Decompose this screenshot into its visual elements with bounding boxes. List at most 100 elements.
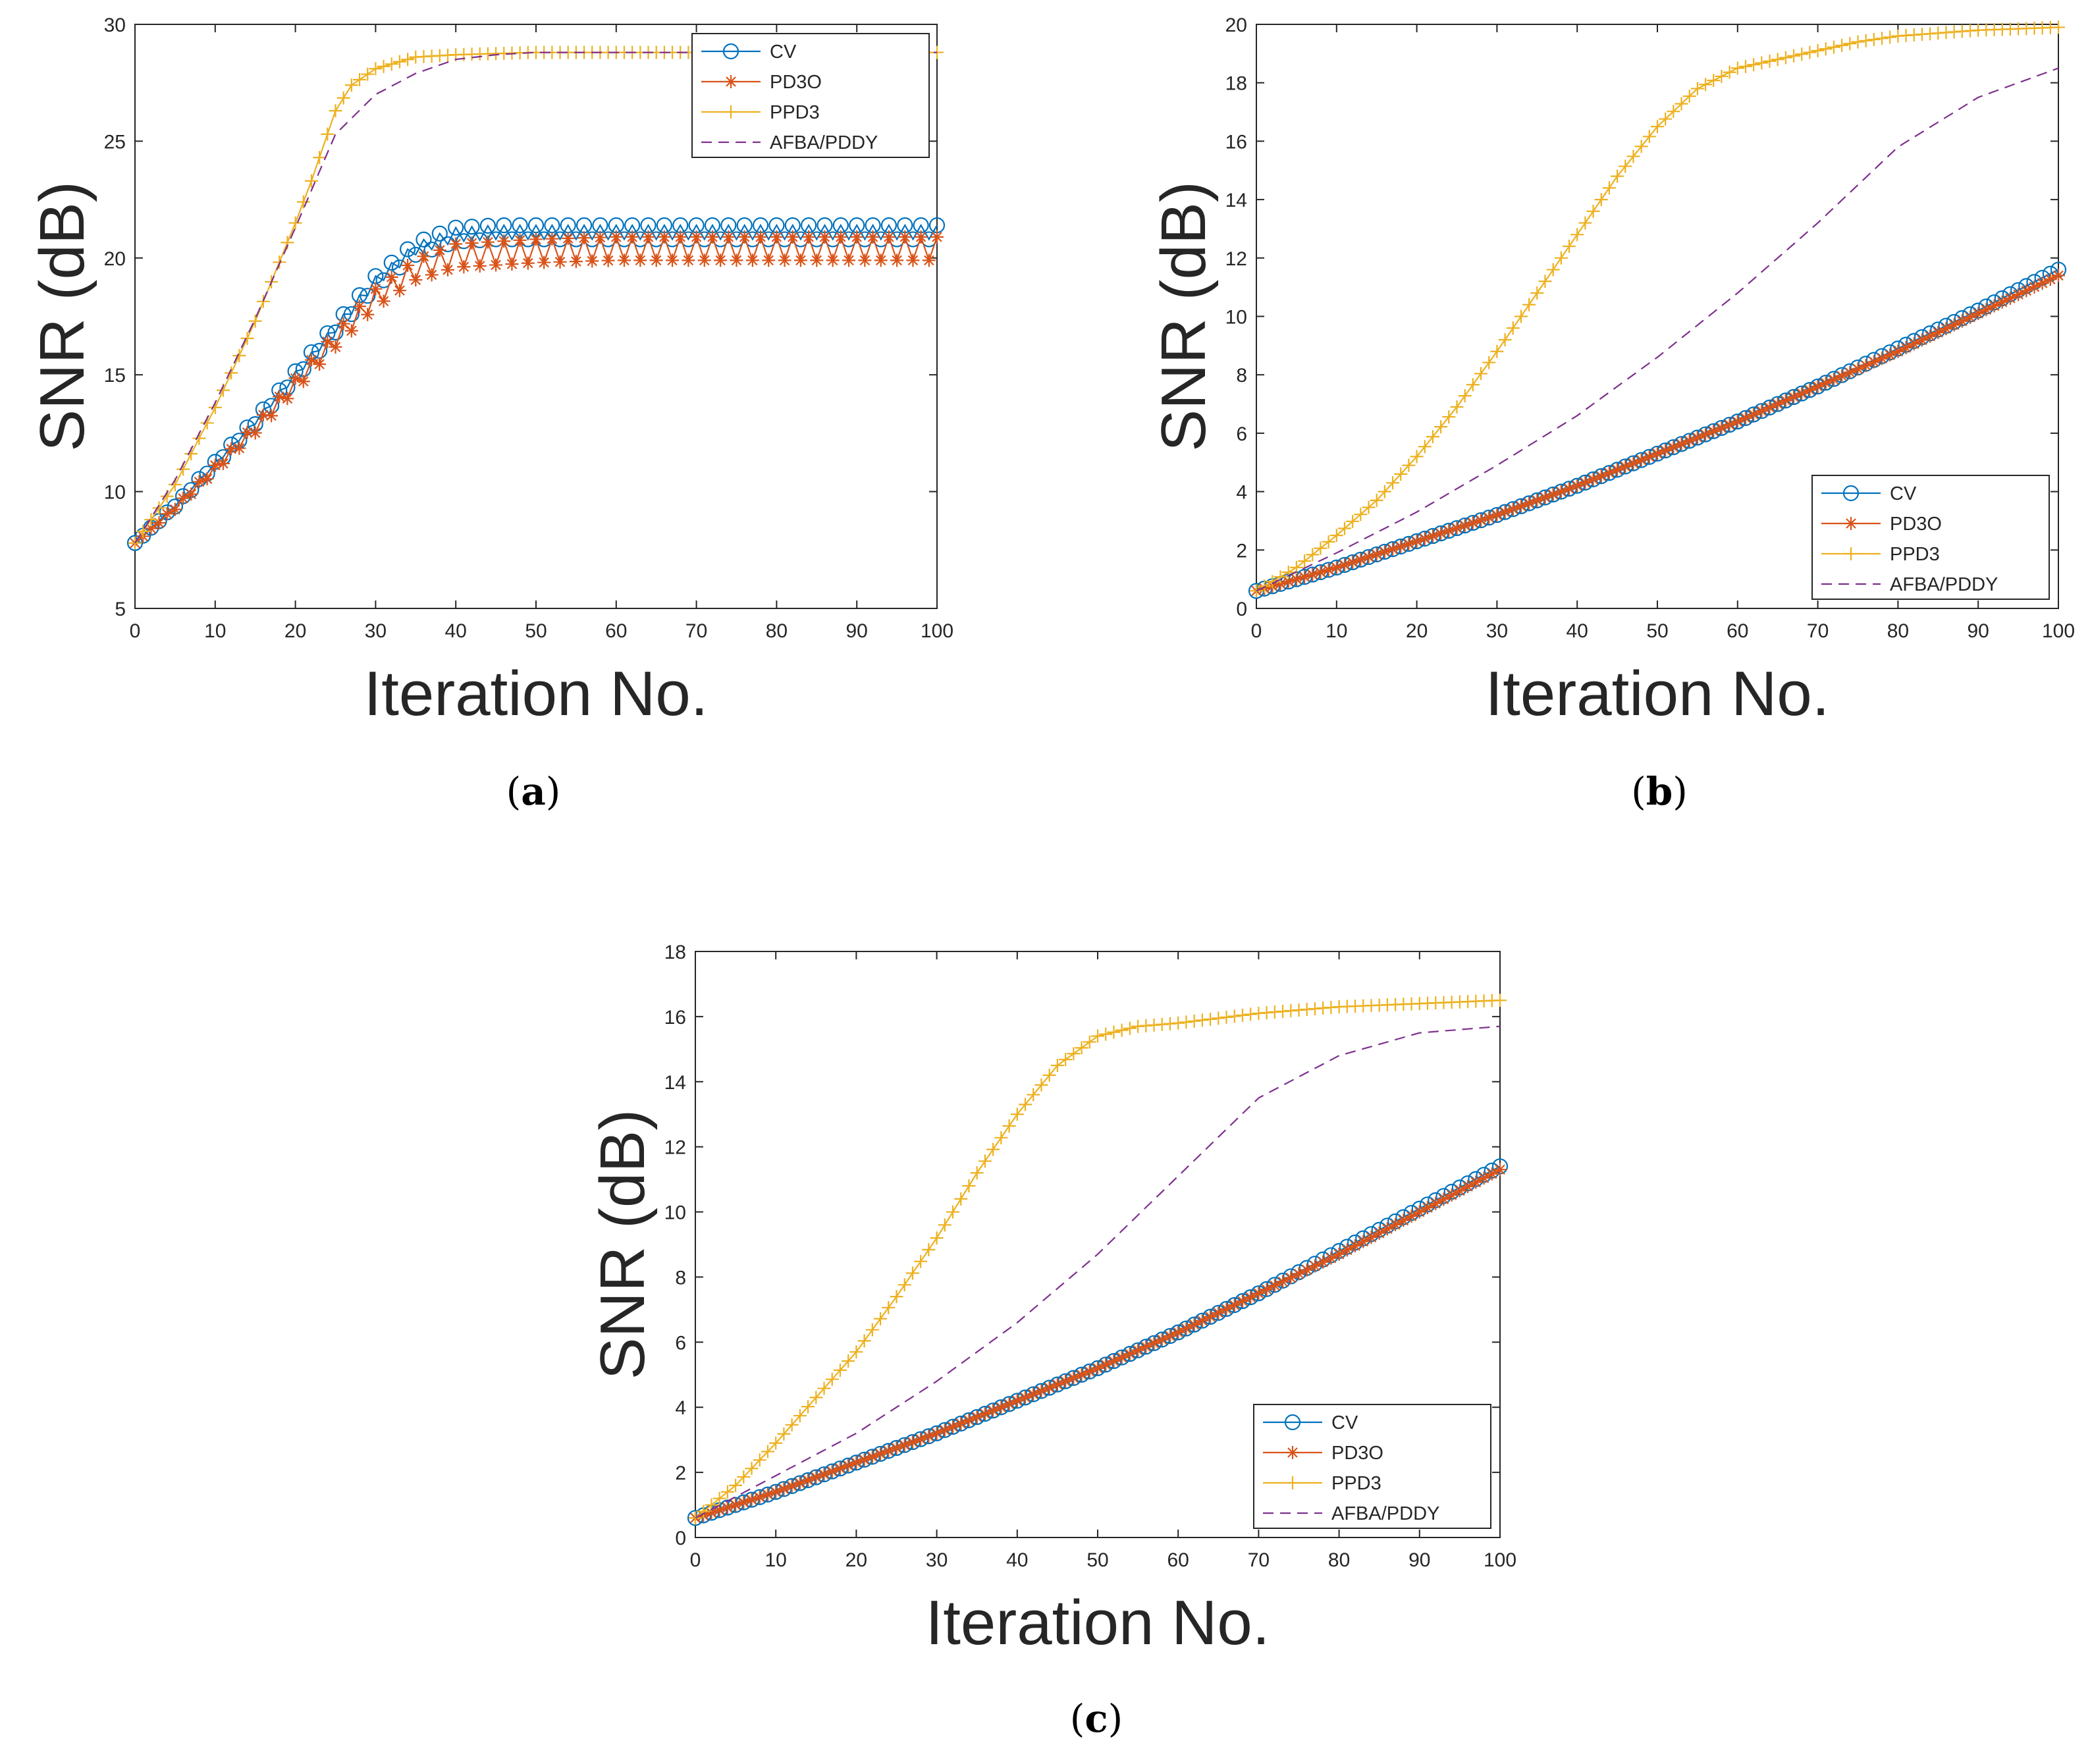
data-point — [1641, 448, 1657, 465]
data-point — [1154, 1331, 1170, 1348]
x-tick-label: 90 — [846, 620, 868, 642]
data-point — [144, 513, 158, 527]
data-point — [1248, 583, 1265, 599]
data-point — [880, 1443, 897, 1459]
data-point — [441, 263, 455, 277]
data-point — [953, 1415, 969, 1432]
data-point — [456, 233, 472, 250]
data-point — [1771, 53, 1784, 67]
data-point — [1514, 309, 1528, 323]
data-point — [1091, 1029, 1104, 1043]
data-point — [1673, 436, 1690, 452]
data-point — [2052, 269, 2065, 282]
x-tick-label: 0 — [130, 620, 141, 642]
x-tick-label: 90 — [1968, 620, 1989, 642]
data-point — [1324, 1251, 1338, 1265]
data-point — [465, 236, 479, 250]
x-tick-label: 60 — [605, 620, 627, 642]
data-point — [1586, 472, 1600, 486]
data-point — [377, 294, 390, 308]
data-point — [1227, 1009, 1241, 1023]
data-point — [1843, 365, 1857, 379]
data-point — [1186, 1316, 1202, 1333]
data-point — [906, 254, 920, 267]
data-point — [1314, 541, 1327, 555]
data-point — [808, 1469, 824, 1485]
data-point — [762, 254, 776, 267]
data-point — [1058, 1373, 1074, 1389]
data-point — [793, 254, 807, 267]
data-point — [296, 195, 310, 209]
data-point — [1337, 558, 1351, 572]
data-point — [1521, 495, 1538, 512]
caption-open: ( — [506, 769, 522, 814]
x-tick-label: 40 — [1006, 1549, 1028, 1571]
x-tick-label: 30 — [926, 1549, 948, 1571]
data-point — [825, 1464, 839, 1478]
data-point — [1378, 485, 1391, 498]
data-point — [1139, 1340, 1153, 1354]
data-point — [481, 235, 495, 249]
x-tick-label: 0 — [690, 1549, 701, 1571]
data-point — [769, 1485, 783, 1499]
data-point — [1401, 535, 1417, 552]
x-tick-label: 10 — [1326, 620, 1347, 642]
data-point — [329, 340, 342, 354]
data-point — [200, 472, 214, 486]
data-point — [601, 254, 615, 267]
data-point — [1034, 1078, 1048, 1092]
data-point — [865, 1323, 879, 1337]
data-point — [1433, 525, 1449, 542]
data-point — [641, 230, 655, 244]
data-point — [857, 1334, 871, 1348]
data-point — [1699, 427, 1713, 441]
data-point — [833, 1363, 847, 1377]
data-point — [1083, 1364, 1096, 1378]
legend-marker — [724, 105, 737, 119]
data-point — [1129, 1342, 1146, 1358]
data-point — [1304, 566, 1321, 583]
data-point — [1171, 1325, 1185, 1339]
data-point — [753, 1490, 766, 1504]
data-point — [168, 502, 182, 516]
data-point — [1659, 112, 1673, 126]
data-point — [1162, 1327, 1179, 1345]
data-point — [1827, 40, 1840, 54]
data-point — [737, 1495, 751, 1509]
data-point — [1578, 216, 1592, 230]
data-point — [1328, 559, 1345, 576]
data-point — [369, 62, 383, 76]
data-point — [1378, 545, 1391, 558]
y-tick-label: 16 — [1225, 131, 1247, 153]
data-point — [1811, 379, 1825, 393]
data-point — [1424, 527, 1441, 545]
data-point — [1281, 566, 1295, 579]
data-point — [1707, 74, 1721, 88]
x-tick-label: 100 — [921, 620, 953, 642]
data-point — [946, 1420, 960, 1433]
legend-label: PPD3 — [1890, 544, 1940, 565]
data-point — [751, 1489, 768, 1505]
data-point — [464, 219, 480, 235]
data-point — [1665, 439, 1682, 456]
x-tick-label: 20 — [1406, 620, 1428, 642]
data-point — [1179, 1322, 1193, 1335]
series-pd3o — [1250, 269, 2065, 598]
data-point — [985, 1403, 1002, 1419]
data-point — [1466, 378, 1480, 392]
data-point — [759, 1486, 776, 1503]
y-tick-label: 4 — [1236, 482, 1247, 504]
data-point — [1907, 337, 1921, 351]
data-point — [961, 1412, 977, 1429]
data-point — [1033, 1383, 1050, 1399]
data-point — [1059, 1053, 1073, 1067]
data-point — [1442, 410, 1456, 424]
data-point — [1368, 546, 1385, 563]
x-tick-label: 30 — [1486, 620, 1508, 642]
data-point — [824, 1463, 840, 1480]
legend-label: AFBA/PDDY — [1890, 574, 1998, 595]
data-point — [329, 104, 342, 118]
data-point — [720, 1501, 734, 1514]
data-point — [1195, 1314, 1209, 1327]
y-tick-label: 10 — [1225, 307, 1247, 329]
